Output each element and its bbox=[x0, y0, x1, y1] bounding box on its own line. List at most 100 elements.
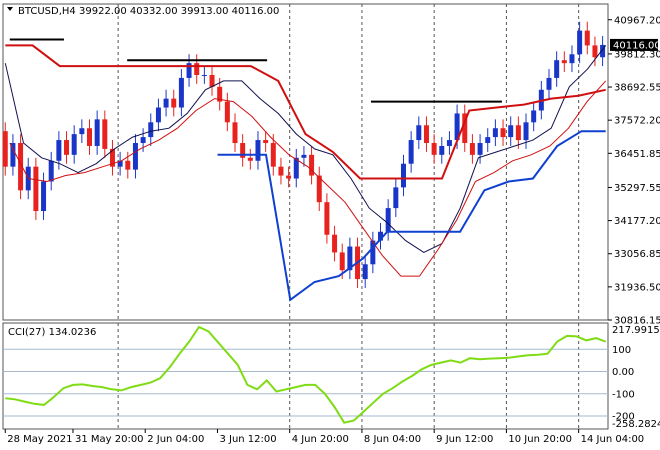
cci-tick-label: 0.00 bbox=[612, 367, 634, 378]
candle-body bbox=[446, 140, 452, 146]
candle-body bbox=[301, 154, 307, 158]
candle-body bbox=[263, 140, 269, 144]
candle-body bbox=[569, 54, 575, 64]
candle-body bbox=[546, 77, 552, 90]
candle-body bbox=[270, 143, 276, 167]
candle-body bbox=[163, 98, 169, 108]
candle-body bbox=[33, 166, 39, 212]
candle-body bbox=[316, 175, 322, 203]
price-tick-label: 35297.55 bbox=[614, 183, 660, 194]
candle-body bbox=[56, 140, 62, 161]
candle-body bbox=[309, 154, 315, 176]
support-step-line bbox=[217, 130, 606, 302]
candle-body bbox=[500, 128, 506, 138]
candle-body bbox=[584, 30, 590, 46]
current-price-box bbox=[610, 38, 658, 51]
candle-body bbox=[232, 122, 238, 144]
cci-panel-frame bbox=[2, 322, 609, 430]
cci-upper-label: 217.9915 bbox=[612, 325, 660, 336]
time-tick-label: 4 Jun 20:00 bbox=[292, 434, 349, 445]
candle-body bbox=[508, 125, 514, 138]
candle-body bbox=[554, 60, 560, 78]
time-tick-label: 14 Jun 04:00 bbox=[581, 434, 645, 445]
axis-labels-layer: 40967.20 39812.30 38692.55 37572.20 36451.85… bbox=[4, 15, 660, 445]
candle-body bbox=[102, 119, 108, 149]
price-tick-label: 36451.85 bbox=[614, 149, 660, 160]
cci-tick-label: 100 bbox=[612, 345, 631, 356]
candle-body bbox=[125, 160, 131, 170]
candle-body bbox=[2, 131, 8, 167]
candle-body bbox=[592, 45, 598, 58]
candle-body bbox=[140, 137, 146, 144]
candle-body bbox=[79, 128, 85, 135]
chart-header: BTCUSD,H4 39922.00 40332.00 39913.00 401… bbox=[7, 6, 279, 17]
price-tick-label: 39812.30 bbox=[614, 49, 660, 60]
candle-body bbox=[339, 252, 345, 271]
candle-body bbox=[477, 143, 483, 155]
resistance-step-line bbox=[5, 44, 606, 180]
cci-layer bbox=[3, 325, 608, 424]
candle-body bbox=[286, 175, 292, 179]
candle-body bbox=[247, 157, 253, 161]
time-tick-label: 8 Jun 04:00 bbox=[364, 434, 421, 445]
candle-body bbox=[324, 202, 330, 235]
price-tick-label: 31936.50 bbox=[614, 282, 660, 293]
slow-moving-average bbox=[9, 80, 607, 277]
candle-body bbox=[469, 143, 475, 155]
cci-line bbox=[5, 325, 607, 424]
candle-body bbox=[439, 145, 445, 155]
cci-label: CCI(27) 134.0236 bbox=[8, 327, 96, 338]
candle-body bbox=[378, 231, 384, 241]
candle-body bbox=[515, 125, 521, 141]
cci-lower-label: -258.2824 bbox=[612, 419, 660, 430]
candle-body bbox=[148, 122, 154, 138]
candle-body bbox=[71, 134, 77, 155]
candle-body bbox=[416, 125, 422, 141]
candle-body bbox=[217, 86, 223, 102]
cci-tick-label: -200 bbox=[612, 412, 635, 423]
indicator-lines-layer bbox=[4, 38, 607, 302]
candle-body bbox=[561, 60, 567, 64]
chart-frames bbox=[2, 3, 609, 430]
candle-body bbox=[293, 157, 299, 179]
candle-body bbox=[255, 140, 261, 161]
candle-body bbox=[109, 148, 115, 167]
candle-body bbox=[186, 63, 192, 78]
candle-body bbox=[600, 44, 606, 58]
candle-body bbox=[431, 143, 437, 155]
candle-body bbox=[347, 246, 353, 271]
candle-body bbox=[385, 208, 391, 232]
candle-body bbox=[18, 143, 24, 191]
candle-body bbox=[492, 128, 498, 138]
time-tick-label: 10 Jun 20:00 bbox=[508, 434, 572, 445]
current-price-label: 40116.00 bbox=[613, 40, 660, 51]
price-tick-label: 38692.55 bbox=[614, 83, 660, 94]
candle-body bbox=[332, 234, 338, 253]
candle-body bbox=[155, 107, 161, 123]
price-tick-label: 33056.85 bbox=[614, 249, 660, 260]
candle-body bbox=[64, 140, 70, 155]
candle-body bbox=[48, 160, 54, 182]
candle-body bbox=[178, 77, 184, 108]
candle-body bbox=[462, 113, 468, 144]
price-tick-label: 40967.20 bbox=[614, 15, 660, 26]
symbol-label: BTCUSD,H4 bbox=[18, 6, 76, 17]
candle-body bbox=[577, 30, 583, 55]
candle-body bbox=[423, 125, 429, 144]
candle-body bbox=[86, 128, 92, 146]
candle-body bbox=[370, 240, 376, 265]
candle-body bbox=[393, 187, 399, 209]
price-panel-frame bbox=[2, 3, 609, 321]
candle-body bbox=[362, 264, 368, 280]
fast-moving-average bbox=[4, 45, 607, 253]
candle-body bbox=[41, 181, 47, 212]
candle-body bbox=[523, 122, 529, 141]
price-tick-label: 37572.20 bbox=[614, 116, 660, 127]
dropdown-icon[interactable] bbox=[7, 7, 13, 11]
candle-body bbox=[531, 110, 537, 123]
candle-body bbox=[209, 74, 215, 87]
time-tick-label: 2 Jun 04:00 bbox=[147, 434, 204, 445]
candle-body bbox=[454, 113, 460, 141]
candle-body bbox=[10, 143, 16, 167]
